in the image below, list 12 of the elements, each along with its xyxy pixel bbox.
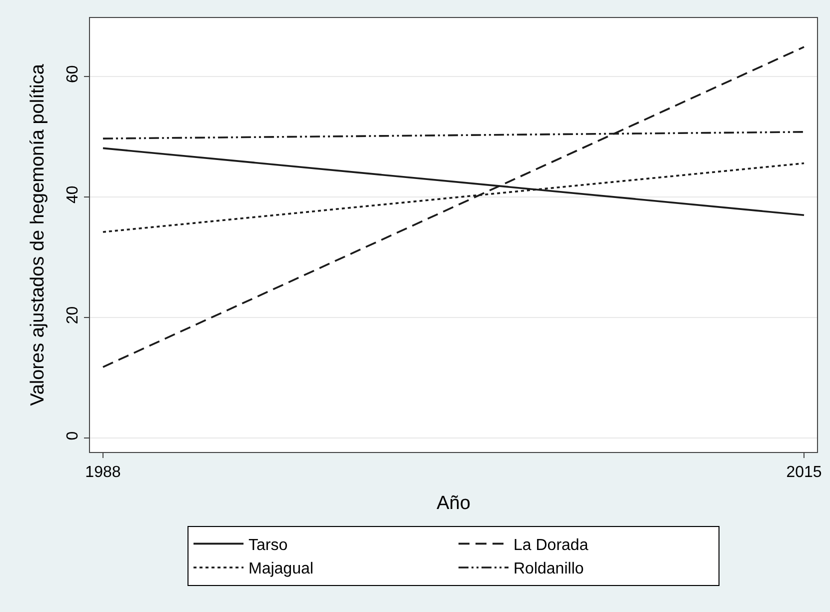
x-axis-title: Año: [436, 493, 470, 514]
y-tick-label: 60: [64, 65, 82, 83]
y-tick-label: 20: [64, 306, 82, 324]
legend-label: Tarso: [248, 536, 288, 554]
legend-label: La Dorada: [514, 536, 588, 554]
y-tick-label: 40: [64, 186, 82, 204]
x-tick-label: 1988: [85, 464, 121, 482]
y-tick-label: 0: [64, 431, 82, 440]
legend-label: Majagual: [248, 560, 314, 578]
x-tick-label: 2015: [786, 464, 822, 482]
y-axis-title: Valores ajustados de hegemonía política: [27, 64, 48, 406]
legend-label: Roldanillo: [514, 560, 584, 578]
